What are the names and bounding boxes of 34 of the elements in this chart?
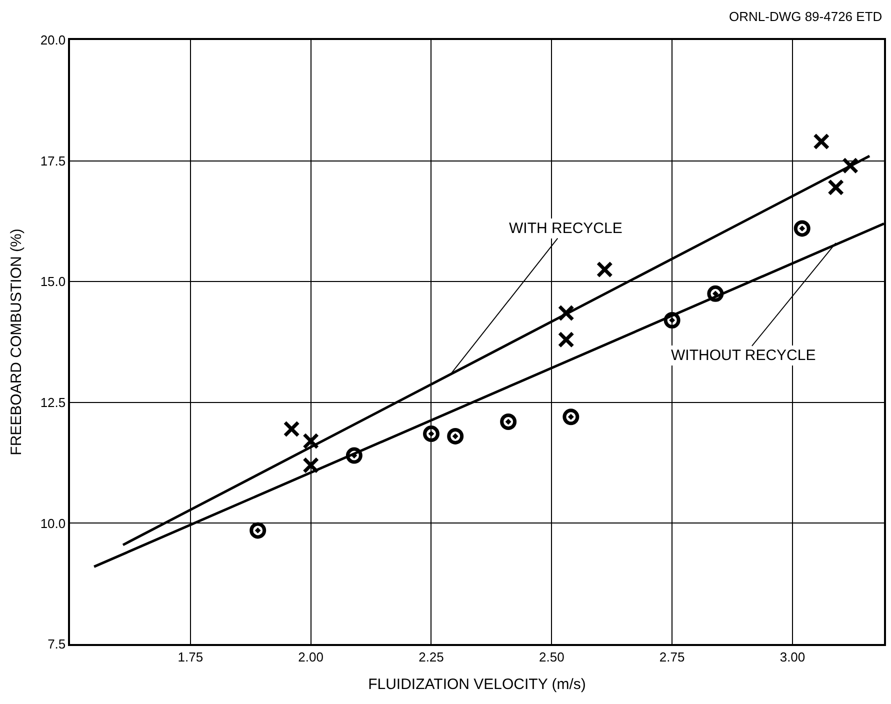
x-tick-label: 2.25 <box>418 649 444 664</box>
y-tick-label: 20.0 <box>40 32 66 48</box>
point <box>500 413 517 430</box>
x-tick-label: 2.00 <box>298 649 324 664</box>
annotation: WITH RECYCLE <box>509 220 622 237</box>
annotation: WITHOUT RECYCLE <box>671 347 816 364</box>
point <box>283 420 300 438</box>
point <box>558 304 574 322</box>
point <box>596 261 613 278</box>
y-tick-label: 10.0 <box>40 516 66 531</box>
point <box>813 133 830 150</box>
x-axis-title: FLUIDIZATION VELOCITY (m/s) <box>368 676 586 693</box>
point <box>558 331 574 348</box>
point <box>707 285 724 302</box>
point <box>664 312 680 329</box>
x-tick-label: 2.75 <box>659 649 685 664</box>
y-axis-title: FREEBOARD COMBUSTION (%) <box>8 228 26 456</box>
x-tick-label: 2.50 <box>539 649 564 664</box>
point <box>302 432 320 450</box>
point <box>562 408 580 426</box>
point <box>447 428 464 444</box>
point <box>794 220 810 237</box>
point <box>346 447 362 464</box>
y-tick-label: 12.5 <box>40 394 66 410</box>
point <box>422 426 440 442</box>
y-tick-label: 7.5 <box>48 636 66 652</box>
y-tick-label: 17.5 <box>40 153 66 168</box>
y-tick-label: 15.0 <box>40 274 66 290</box>
point <box>302 456 320 474</box>
x-tick-label: 3.00 <box>780 649 806 664</box>
text: ORNL-DWG 89-4726 ETD <box>729 9 882 24</box>
x-tick-label: 1.75 <box>178 649 204 664</box>
point <box>250 522 266 539</box>
point <box>828 179 844 196</box>
